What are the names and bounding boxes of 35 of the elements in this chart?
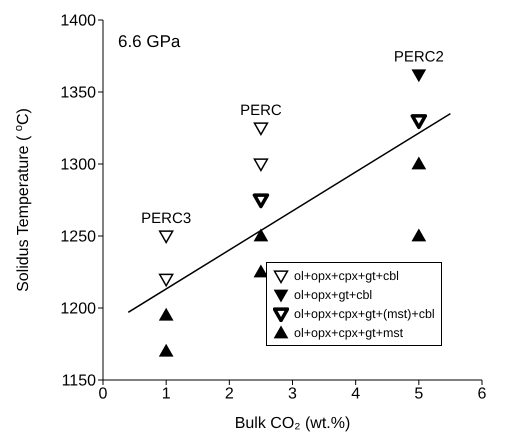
point (159, 308, 174, 321)
x-tick-label: 2 (224, 385, 234, 402)
legend-label: ol+opx+cpx+gt+mst (294, 326, 404, 340)
y-tick-label: 1250 (60, 228, 96, 246)
legend-label: ol+opx+cpx+gt+cbl (294, 268, 399, 282)
point (158, 230, 174, 244)
point (412, 229, 426, 242)
x-tick-label: 0 (98, 385, 108, 402)
x-tick-label: 1 (162, 385, 171, 402)
x-axis-title: Bulk CO₂ (wt.%) (234, 415, 350, 432)
x-tick-label: 6 (478, 385, 487, 402)
legend-label: ol+opx+gt+cbl (294, 288, 372, 302)
point (158, 274, 174, 286)
point (159, 344, 174, 357)
point (254, 158, 268, 172)
point (254, 265, 268, 278)
x-tick-label: 4 (351, 385, 360, 402)
x-tick-label: 5 (414, 385, 424, 402)
point (410, 114, 428, 130)
point (254, 229, 268, 242)
point (254, 122, 268, 136)
annotation: PERC3 (141, 210, 192, 227)
annotation: PERC (240, 102, 282, 119)
annotation: PERC2 (394, 48, 444, 66)
annotation: 6.6 GPa (118, 32, 180, 52)
y-tick-label: 1150 (62, 372, 96, 390)
y-tick-label: 1400 (60, 12, 96, 30)
y-tick-label: 1350 (60, 84, 96, 102)
legend-label: ol+opx+cpx+gt+(mst)+cbl (294, 306, 435, 320)
point (412, 69, 426, 82)
point (252, 193, 270, 208)
x-tick-label: 3 (288, 385, 298, 402)
y-tick-label: 1300 (60, 156, 96, 174)
point (412, 157, 426, 170)
y-tick-label: 1200 (60, 300, 96, 318)
